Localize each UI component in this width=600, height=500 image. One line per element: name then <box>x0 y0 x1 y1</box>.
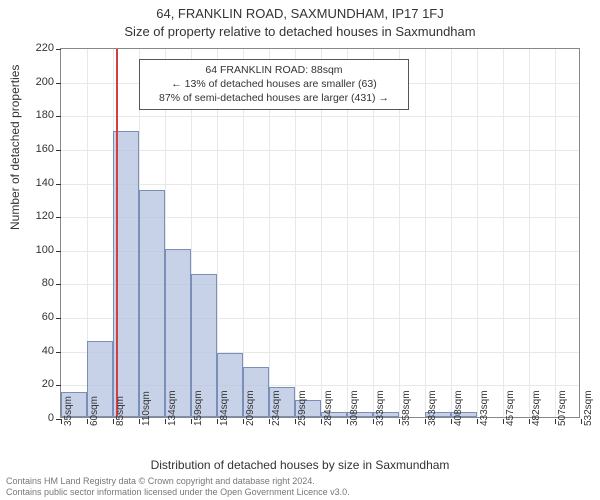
xtick-mark <box>373 419 374 424</box>
plot-area: 64 FRANKLIN ROAD: 88sqm← 13% of detached… <box>60 48 580 418</box>
ytick-label: 200 <box>14 76 54 88</box>
xtick-label: 110sqm <box>141 391 152 426</box>
xtick-mark <box>295 419 296 424</box>
xtick-mark <box>87 419 88 424</box>
gridline-v <box>451 49 452 417</box>
xtick-label: 433sqm <box>479 390 490 426</box>
footer-line-1: Contains HM Land Registry data © Crown c… <box>6 476 350 487</box>
title-line-2: Size of property relative to detached ho… <box>0 24 600 39</box>
xtick-mark <box>191 419 192 424</box>
ytick-mark <box>56 352 61 353</box>
footer-line-2: Contains public sector information licen… <box>6 487 350 498</box>
xtick-label: 383sqm <box>427 390 438 426</box>
xtick-mark <box>269 419 270 424</box>
x-axis-label: Distribution of detached houses by size … <box>0 458 600 472</box>
xtick-mark <box>61 419 62 424</box>
ytick-mark <box>56 49 61 50</box>
xtick-label: 532sqm <box>583 390 594 426</box>
ytick-mark <box>56 83 61 84</box>
gridline-v <box>503 49 504 417</box>
ytick-label: 140 <box>14 177 54 189</box>
ytick-label: 80 <box>14 277 54 289</box>
xtick-label: 159sqm <box>193 390 204 426</box>
ytick-mark <box>56 385 61 386</box>
xtick-label: 482sqm <box>531 390 542 426</box>
xtick-mark <box>399 419 400 424</box>
title-line-1: 64, FRANKLIN ROAD, SAXMUNDHAM, IP17 1FJ <box>0 6 600 21</box>
xtick-mark <box>113 419 114 424</box>
annotation-line-3: 87% of semi-detached houses are larger (… <box>146 91 402 105</box>
xtick-mark <box>529 419 530 424</box>
ytick-label: 100 <box>14 244 54 256</box>
ytick-mark <box>56 116 61 117</box>
ytick-label: 60 <box>14 311 54 323</box>
ytick-mark <box>56 251 61 252</box>
gridline-v <box>425 49 426 417</box>
xtick-mark <box>217 419 218 424</box>
xtick-mark <box>555 419 556 424</box>
gridline-v <box>477 49 478 417</box>
ytick-label: 0 <box>14 412 54 424</box>
ytick-label: 160 <box>14 143 54 155</box>
xtick-label: 85sqm <box>115 396 126 426</box>
annotation-box: 64 FRANKLIN ROAD: 88sqm← 13% of detached… <box>139 59 409 110</box>
footer-attribution: Contains HM Land Registry data © Crown c… <box>6 476 350 499</box>
xtick-mark <box>139 419 140 424</box>
xtick-label: 507sqm <box>557 390 568 426</box>
histogram-bar <box>139 190 165 417</box>
xtick-label: 184sqm <box>219 390 230 426</box>
gridline-v <box>555 49 556 417</box>
xtick-mark <box>503 419 504 424</box>
ytick-mark <box>56 284 61 285</box>
xtick-label: 234sqm <box>271 390 282 426</box>
annotation-line-1: 64 FRANKLIN ROAD: 88sqm <box>146 63 402 77</box>
reference-line <box>116 49 118 417</box>
ytick-label: 220 <box>14 42 54 54</box>
xtick-mark <box>347 419 348 424</box>
xtick-label: 408sqm <box>453 390 464 426</box>
xtick-label: 333sqm <box>375 390 386 426</box>
ytick-mark <box>56 217 61 218</box>
gridline-v <box>529 49 530 417</box>
chart-area: 64 FRANKLIN ROAD: 88sqm← 13% of detached… <box>60 48 580 418</box>
xtick-mark <box>321 419 322 424</box>
ytick-label: 180 <box>14 109 54 121</box>
ytick-label: 40 <box>14 345 54 357</box>
xtick-mark <box>165 419 166 424</box>
xtick-label: 457sqm <box>505 390 516 426</box>
xtick-label: 60sqm <box>89 396 100 426</box>
ytick-label: 120 <box>14 210 54 222</box>
annotation-line-2: ← 13% of detached houses are smaller (63… <box>146 77 402 91</box>
xtick-label: 358sqm <box>401 390 412 426</box>
xtick-mark <box>243 419 244 424</box>
xtick-mark <box>425 419 426 424</box>
ytick-mark <box>56 150 61 151</box>
ytick-label: 20 <box>14 378 54 390</box>
xtick-label: 35sqm <box>63 396 74 426</box>
ytick-mark <box>56 184 61 185</box>
xtick-label: 259sqm <box>297 390 308 426</box>
ytick-mark <box>56 318 61 319</box>
xtick-label: 134sqm <box>167 390 178 426</box>
xtick-label: 308sqm <box>349 390 360 426</box>
xtick-label: 284sqm <box>323 390 334 426</box>
xtick-mark <box>451 419 452 424</box>
xtick-label: 209sqm <box>245 390 256 426</box>
xtick-mark <box>581 419 582 424</box>
xtick-mark <box>477 419 478 424</box>
